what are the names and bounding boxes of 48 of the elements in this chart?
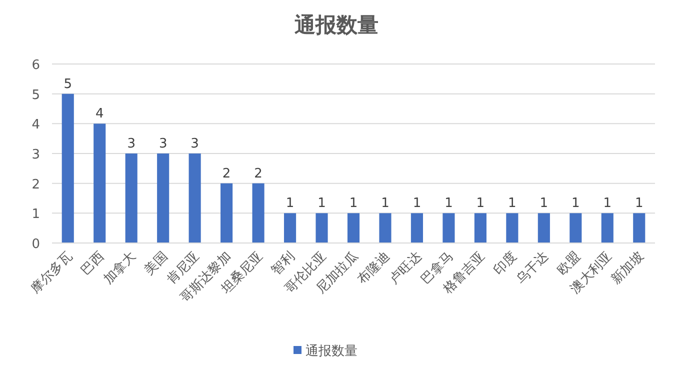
data-label: 1 [634,196,644,212]
bar [442,213,455,243]
bar [570,213,582,243]
bar [125,154,138,243]
data-label: 1 [412,196,422,212]
bar [601,213,614,243]
y-tick-label: 2 [32,177,40,192]
bar [538,213,550,243]
data-label: 1 [508,196,516,212]
bar [94,124,106,243]
bar [410,213,424,243]
data-label: 1 [444,196,453,212]
bar [62,94,74,243]
data-label: 1 [603,196,612,212]
y-tick-label: 1 [32,207,40,222]
data-label: 4 [95,106,104,122]
data-label: 1 [318,196,326,212]
data-label: 1 [381,196,390,212]
bar [316,213,328,243]
bar [474,213,486,243]
data-label: 2 [222,166,231,182]
bar [188,154,201,243]
bar [157,154,170,243]
bar [379,213,392,243]
bar [220,183,233,243]
bar [506,213,518,243]
y-tick-label: 3 [32,148,40,162]
data-label: 5 [64,76,72,92]
y-tick-label: 6 [32,58,40,73]
y-tick-label: 4 [32,118,40,133]
data-label: 1 [476,196,485,212]
y-tick-label: 0 [32,237,40,252]
data-label: 1 [349,196,358,212]
data-label: 3 [190,136,199,152]
data-label: 3 [127,136,136,152]
chart-title: 通报数量 [294,13,378,37]
data-label: 2 [254,166,262,182]
bar [633,213,646,243]
data-label: 3 [158,136,168,152]
bar [252,183,264,243]
legend-label: 通报数量 [306,344,358,359]
data-label: 1 [540,196,548,212]
x-tick-label: 摩尔多瓦 [28,249,76,297]
data-label: 1 [286,196,294,212]
bar [347,213,360,243]
bar [284,213,296,243]
y-tick-label: 5 [32,88,40,103]
data-label: 1 [572,196,580,212]
